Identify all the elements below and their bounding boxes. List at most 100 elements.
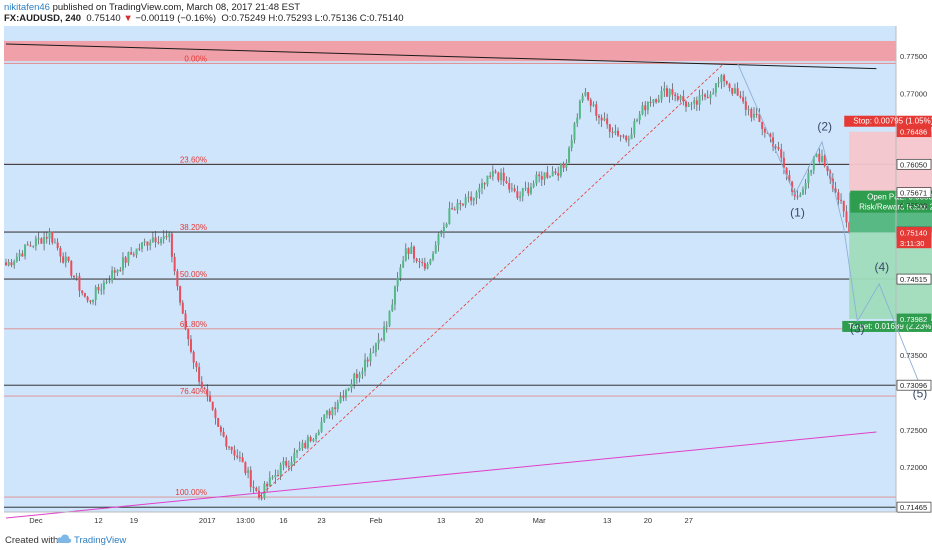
candle	[228, 446, 231, 451]
price-axis[interactable]: 0.775000.770000.765000.755000.745000.735…	[895, 26, 932, 513]
candle-body	[461, 204, 464, 206]
candle-body	[497, 172, 500, 181]
symbol-label[interactable]: FX:AUDUSD, 240	[4, 13, 82, 24]
candle-body	[184, 313, 187, 329]
time-tick-label: 19	[130, 516, 138, 525]
candle	[168, 231, 171, 243]
time-axis[interactable]: Dec 12 19 2017 13:00 16 23 Feb 13 20 Mar 13 20 27	[4, 511, 896, 525]
candle	[111, 266, 114, 284]
candle-body	[24, 244, 27, 257]
candle	[801, 186, 804, 195]
author-link[interactable]: nikitafen46	[4, 2, 50, 13]
candle-body	[388, 311, 391, 326]
candle-body	[170, 233, 173, 257]
candle-body	[45, 237, 48, 239]
candle	[219, 425, 222, 436]
candle	[135, 248, 138, 259]
candle	[772, 132, 775, 152]
candle-body	[777, 146, 780, 150]
candle	[249, 466, 252, 493]
candle	[709, 91, 712, 105]
candle	[119, 267, 122, 272]
candle-body	[320, 421, 323, 432]
candle-body	[331, 407, 334, 416]
candle-body	[448, 208, 451, 225]
candle-body	[217, 417, 220, 427]
candle-body	[589, 99, 592, 106]
candle	[268, 471, 271, 487]
time-tick-label: Mar	[533, 516, 546, 525]
candle-body	[753, 113, 755, 118]
candle	[230, 446, 233, 454]
chart-header: nikitafen46 published on TradingView.com…	[0, 0, 932, 24]
time-tick-label: 23	[317, 516, 325, 525]
candle-body	[758, 113, 761, 122]
candle	[799, 192, 802, 198]
candle	[581, 93, 584, 103]
candle	[810, 169, 813, 176]
candle-body	[834, 188, 837, 193]
candle-body	[736, 88, 739, 96]
candle	[481, 178, 483, 195]
candle	[146, 241, 149, 251]
candle	[611, 127, 614, 138]
candle	[597, 113, 600, 125]
candle-body	[43, 237, 46, 244]
candle	[225, 434, 228, 450]
candle-body	[807, 172, 810, 183]
candle	[521, 187, 524, 202]
candle-body	[325, 410, 328, 415]
candle-body	[421, 262, 424, 264]
candle-body	[374, 343, 377, 353]
candle-body	[483, 183, 486, 185]
candle-body	[230, 446, 233, 451]
candle	[350, 379, 353, 393]
candle	[298, 441, 301, 451]
candle	[315, 432, 318, 443]
candle-body	[315, 434, 318, 440]
candle	[176, 268, 179, 291]
candle-body	[361, 371, 364, 374]
candle	[617, 127, 619, 138]
candle-body	[478, 187, 481, 193]
candle	[426, 262, 429, 270]
candle-body	[774, 146, 777, 148]
candle-body	[818, 153, 821, 162]
price-tick-label: 0.75500	[900, 201, 927, 210]
symbol-line: FX:AUDUSD, 240 0.75140 ▼ −0.00119 (−0.16…	[4, 13, 404, 24]
candle-body	[423, 262, 426, 269]
candle-body	[187, 328, 190, 340]
candle-body	[92, 300, 95, 302]
tradingview-brand[interactable]: TradingView	[74, 535, 127, 546]
price-tick-label: 0.77000	[900, 89, 927, 98]
candle-body	[706, 96, 709, 99]
position-tool[interactable]: Stop: 0.00795 (1.05%) 79.5Open P&L: 0.00…	[842, 115, 932, 332]
candle	[842, 200, 845, 218]
candle-body	[32, 245, 35, 247]
candle	[404, 243, 407, 262]
candle	[815, 153, 818, 158]
candle-body	[404, 248, 407, 261]
candle-body	[369, 353, 372, 362]
candle-body	[410, 246, 413, 254]
candle-body	[154, 237, 157, 243]
candle-body	[62, 256, 65, 263]
candle-body	[102, 282, 105, 290]
price-tag-label: 0.75671	[900, 189, 927, 198]
candle-body	[622, 135, 625, 137]
candle	[121, 252, 124, 275]
candle	[695, 96, 698, 111]
candle	[393, 285, 396, 311]
candle	[402, 256, 405, 268]
candle	[149, 239, 152, 251]
candle-body	[725, 81, 728, 84]
candle-body	[709, 94, 712, 99]
candle-body	[78, 276, 81, 291]
candle	[18, 249, 21, 262]
price-chart[interactable]: 0.00% 23.60% 38.20% 50.00% 61.80% 76.40% 100.0…	[0, 0, 932, 530]
candle-body	[426, 264, 429, 269]
candle	[489, 171, 492, 180]
candle	[372, 345, 375, 354]
candle-body	[195, 362, 198, 368]
fib-level-label: 61.80%	[180, 320, 207, 329]
